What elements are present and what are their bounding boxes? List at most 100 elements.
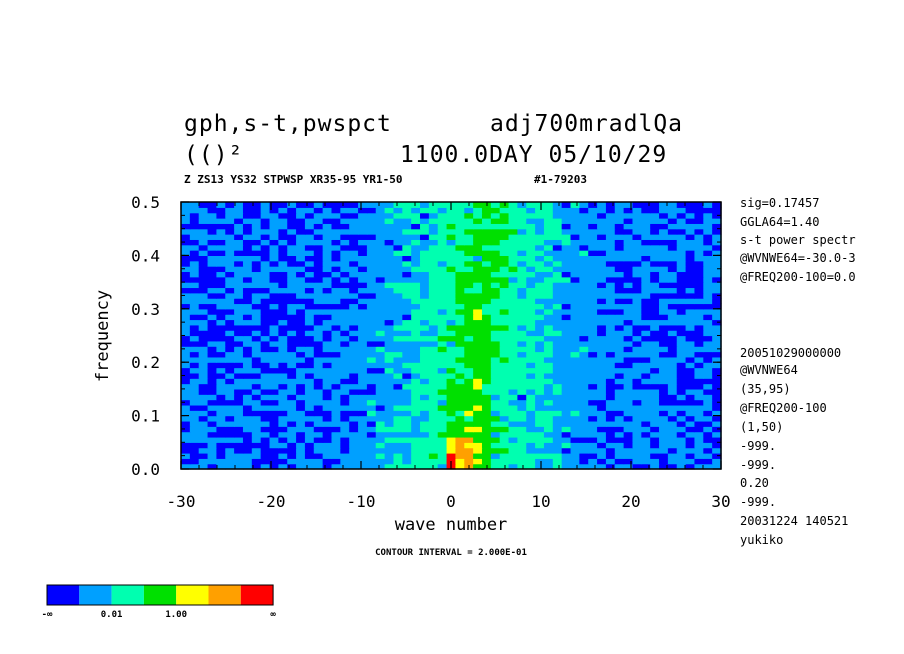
heatmap-cell	[694, 234, 704, 240]
heatmap-cell	[561, 442, 572, 449]
heatmap-cell	[543, 202, 554, 208]
heatmap-cell	[234, 351, 244, 358]
heatmap-cell	[659, 260, 669, 267]
heatmap-cell	[242, 442, 253, 449]
heatmap-cell	[242, 314, 253, 321]
heatmap-cell	[260, 218, 271, 224]
heatmap-cell	[588, 447, 598, 454]
heatmap-cell	[411, 388, 421, 395]
x-tick-label: -10	[347, 492, 376, 511]
heatmap-cell	[198, 383, 209, 390]
heatmap-cell	[366, 420, 377, 427]
heatmap-cell	[455, 266, 465, 273]
heatmap-cell	[614, 442, 625, 449]
heatmap-cell	[667, 212, 678, 219]
heatmap-cell	[428, 410, 439, 417]
heatmap-cell	[473, 260, 483, 267]
heatmap-cell	[428, 394, 439, 401]
side-info-line: -999.	[740, 458, 776, 472]
heatmap-cell	[473, 330, 483, 337]
heatmap-cell	[517, 404, 527, 411]
heatmap-cell	[216, 463, 226, 470]
heatmap-cell	[455, 292, 465, 299]
heatmap-cell	[632, 447, 642, 454]
heatmap-cell	[526, 367, 536, 374]
heatmap-cell	[526, 223, 536, 230]
heatmap-cell	[225, 372, 235, 379]
heatmap-cell	[517, 420, 527, 427]
heatmap-cell	[552, 410, 563, 417]
heatmap-cell	[561, 239, 572, 246]
heatmap-cell	[481, 282, 492, 289]
heatmap-cell	[632, 303, 642, 310]
heatmap-cell	[198, 319, 209, 326]
heatmap-cell	[411, 420, 421, 427]
heatmap-cell	[641, 372, 651, 379]
heatmap-cell	[349, 330, 359, 337]
heatmap-cell	[543, 244, 554, 251]
heatmap-cell	[455, 420, 465, 427]
heatmap-cell	[588, 271, 598, 278]
heatmap-cell	[402, 250, 412, 256]
heatmap-cell	[366, 367, 377, 374]
heatmap-cell	[552, 314, 563, 321]
heatmap-cell	[490, 287, 501, 294]
heatmap-cell	[269, 271, 279, 278]
heatmap-cell	[420, 458, 430, 465]
heatmap-cell	[296, 202, 306, 208]
heatmap-cell	[207, 324, 218, 331]
heatmap-cell	[517, 330, 527, 337]
heatmap-cell	[340, 399, 350, 406]
heatmap-cell	[437, 410, 448, 417]
heatmap-cell	[189, 378, 200, 385]
heatmap-cell	[614, 282, 625, 289]
heatmap-cell	[358, 442, 368, 449]
heatmap-cell	[225, 255, 235, 262]
heatmap-cell	[304, 228, 315, 235]
heatmap-cell	[667, 458, 678, 465]
heatmap-cell	[561, 426, 572, 433]
heatmap-cell	[570, 314, 580, 321]
heatmap-cell	[561, 223, 572, 230]
heatmap-cell	[340, 452, 350, 459]
heatmap-cell	[260, 351, 271, 358]
heatmap-cell	[508, 463, 518, 470]
heatmap-cell	[189, 431, 200, 438]
heatmap-cell	[667, 426, 678, 433]
heatmap-cell	[234, 255, 244, 262]
heatmap-cell	[579, 202, 589, 208]
heatmap-cell	[508, 383, 518, 390]
heatmap-cell	[526, 287, 536, 294]
heatmap-cell	[579, 276, 589, 283]
heatmap-cell	[375, 250, 386, 256]
heatmap-cell	[694, 346, 704, 353]
heatmap-cell	[508, 207, 518, 214]
heatmap-cell	[659, 207, 669, 214]
heatmap-cell	[393, 458, 403, 465]
heatmap-cell	[234, 426, 244, 433]
heatmap-cell	[588, 356, 598, 363]
heatmap-cell	[269, 410, 279, 417]
heatmap-cell	[641, 420, 651, 427]
heatmap-cell	[694, 378, 704, 385]
heatmap-cell	[623, 399, 634, 406]
heatmap-cell	[535, 212, 545, 219]
heatmap-cell	[535, 287, 545, 294]
heatmap-cell	[508, 362, 518, 369]
heatmap-cell	[588, 292, 598, 299]
heatmap-cell	[552, 239, 563, 246]
heatmap-cell	[570, 388, 580, 395]
heatmap-cell	[322, 458, 333, 465]
heatmap-cell	[287, 372, 297, 379]
heatmap-cell	[287, 399, 297, 406]
heatmap-cell	[287, 340, 297, 347]
heatmap-cell	[605, 372, 616, 379]
heatmap-cell	[225, 452, 235, 459]
heatmap-cell	[198, 324, 209, 331]
heatmap-cell	[402, 346, 412, 353]
heatmap-cell	[189, 394, 200, 401]
heatmap-cell	[251, 426, 262, 433]
heatmap-cell	[242, 223, 253, 230]
heatmap-cell	[561, 410, 572, 417]
heatmap-cell	[464, 266, 474, 273]
